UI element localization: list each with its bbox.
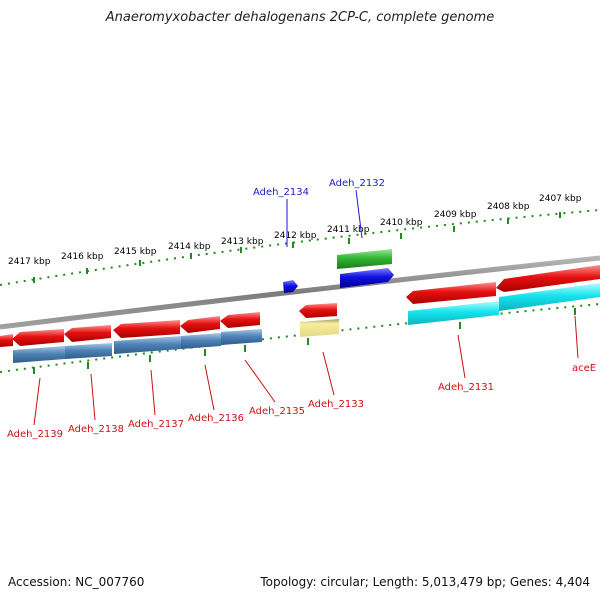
gene-adeh-2132-green[interactable] bbox=[337, 249, 392, 269]
gene-adeh-2133[interactable] bbox=[299, 303, 337, 318]
gene-adeh-2134[interactable] bbox=[283, 280, 298, 293]
gene-adeh-2131[interactable] bbox=[406, 282, 496, 304]
topology-text: Topology: circular; Length: 5,013,479 bp… bbox=[260, 575, 590, 589]
gene-adeh-2135b[interactable] bbox=[220, 312, 260, 328]
reverse-genes bbox=[0, 265, 600, 347]
inner-ruler bbox=[0, 303, 600, 374]
gene-adeh-2135[interactable] bbox=[180, 316, 220, 333]
genome-backbone bbox=[0, 255, 600, 330]
figure-title: Anaeromyxobacter dehalogenans 2CP-C, com… bbox=[105, 10, 495, 25]
cds-adeh-2133[interactable] bbox=[300, 319, 339, 337]
label-leaders bbox=[33, 189, 579, 426]
cds-acee[interactable] bbox=[499, 283, 600, 311]
kbp-label: 2411 kbp bbox=[327, 225, 370, 235]
gene-adeh-2132-blue[interactable] bbox=[340, 268, 394, 288]
kbp-label: 2412 kbp bbox=[274, 231, 317, 241]
cds-adeh-2131[interactable] bbox=[408, 301, 499, 325]
kbp-label: 2415 kbp bbox=[114, 247, 157, 257]
gene-label: Adeh_2132 bbox=[329, 178, 385, 189]
gene-label: Adeh_2134 bbox=[253, 187, 309, 198]
gene-adeh-2137[interactable] bbox=[64, 325, 111, 342]
kbp-label: 2417 kbp bbox=[8, 257, 51, 267]
cds-adeh-2135[interactable] bbox=[221, 329, 262, 345]
gene-adeh-2138[interactable] bbox=[12, 329, 64, 346]
gene-label: Adeh_2131 bbox=[438, 382, 494, 393]
gene-adeh-2139[interactable] bbox=[0, 334, 13, 347]
cds-blocks bbox=[13, 283, 600, 363]
kbp-label: 2413 kbp bbox=[221, 237, 264, 247]
kbp-label: 2407 kbp bbox=[539, 194, 582, 204]
gene-label: Adeh_2135 bbox=[249, 406, 305, 417]
kbp-label: 2416 kbp bbox=[61, 252, 104, 262]
cds-adeh-2136[interactable] bbox=[181, 333, 221, 349]
gene-labels: Adeh_2134 Adeh_2132 Adeh_2139 Adeh_2138 … bbox=[7, 178, 596, 440]
cds-adeh-2138[interactable] bbox=[65, 343, 112, 359]
gene-label: Adeh_2136 bbox=[188, 413, 244, 424]
gene-label: Adeh_2138 bbox=[68, 424, 124, 435]
kbp-label: 2410 kbp bbox=[380, 218, 423, 228]
gene-adeh-2136[interactable] bbox=[113, 320, 180, 338]
cds-adeh-2139[interactable] bbox=[13, 346, 65, 363]
gene-label: Adeh_2137 bbox=[128, 419, 184, 430]
gene-label: aceE bbox=[572, 363, 596, 374]
cds-adeh-2137[interactable] bbox=[114, 336, 181, 354]
accession-text: Accession: NC_007760 bbox=[8, 575, 145, 589]
gene-label: Adeh_2133 bbox=[308, 399, 364, 410]
gene-label: Adeh_2139 bbox=[7, 429, 63, 440]
kbp-label: 2409 kbp bbox=[434, 210, 477, 220]
kbp-label: 2414 kbp bbox=[168, 242, 211, 252]
forward-genes bbox=[283, 249, 394, 293]
kbp-label: 2408 kbp bbox=[487, 202, 530, 212]
gene-acee[interactable] bbox=[496, 265, 600, 292]
kbp-labels: 2417 kbp 2416 kbp 2415 kbp 2414 kbp 2413… bbox=[8, 194, 582, 267]
outer-ruler bbox=[0, 209, 600, 286]
